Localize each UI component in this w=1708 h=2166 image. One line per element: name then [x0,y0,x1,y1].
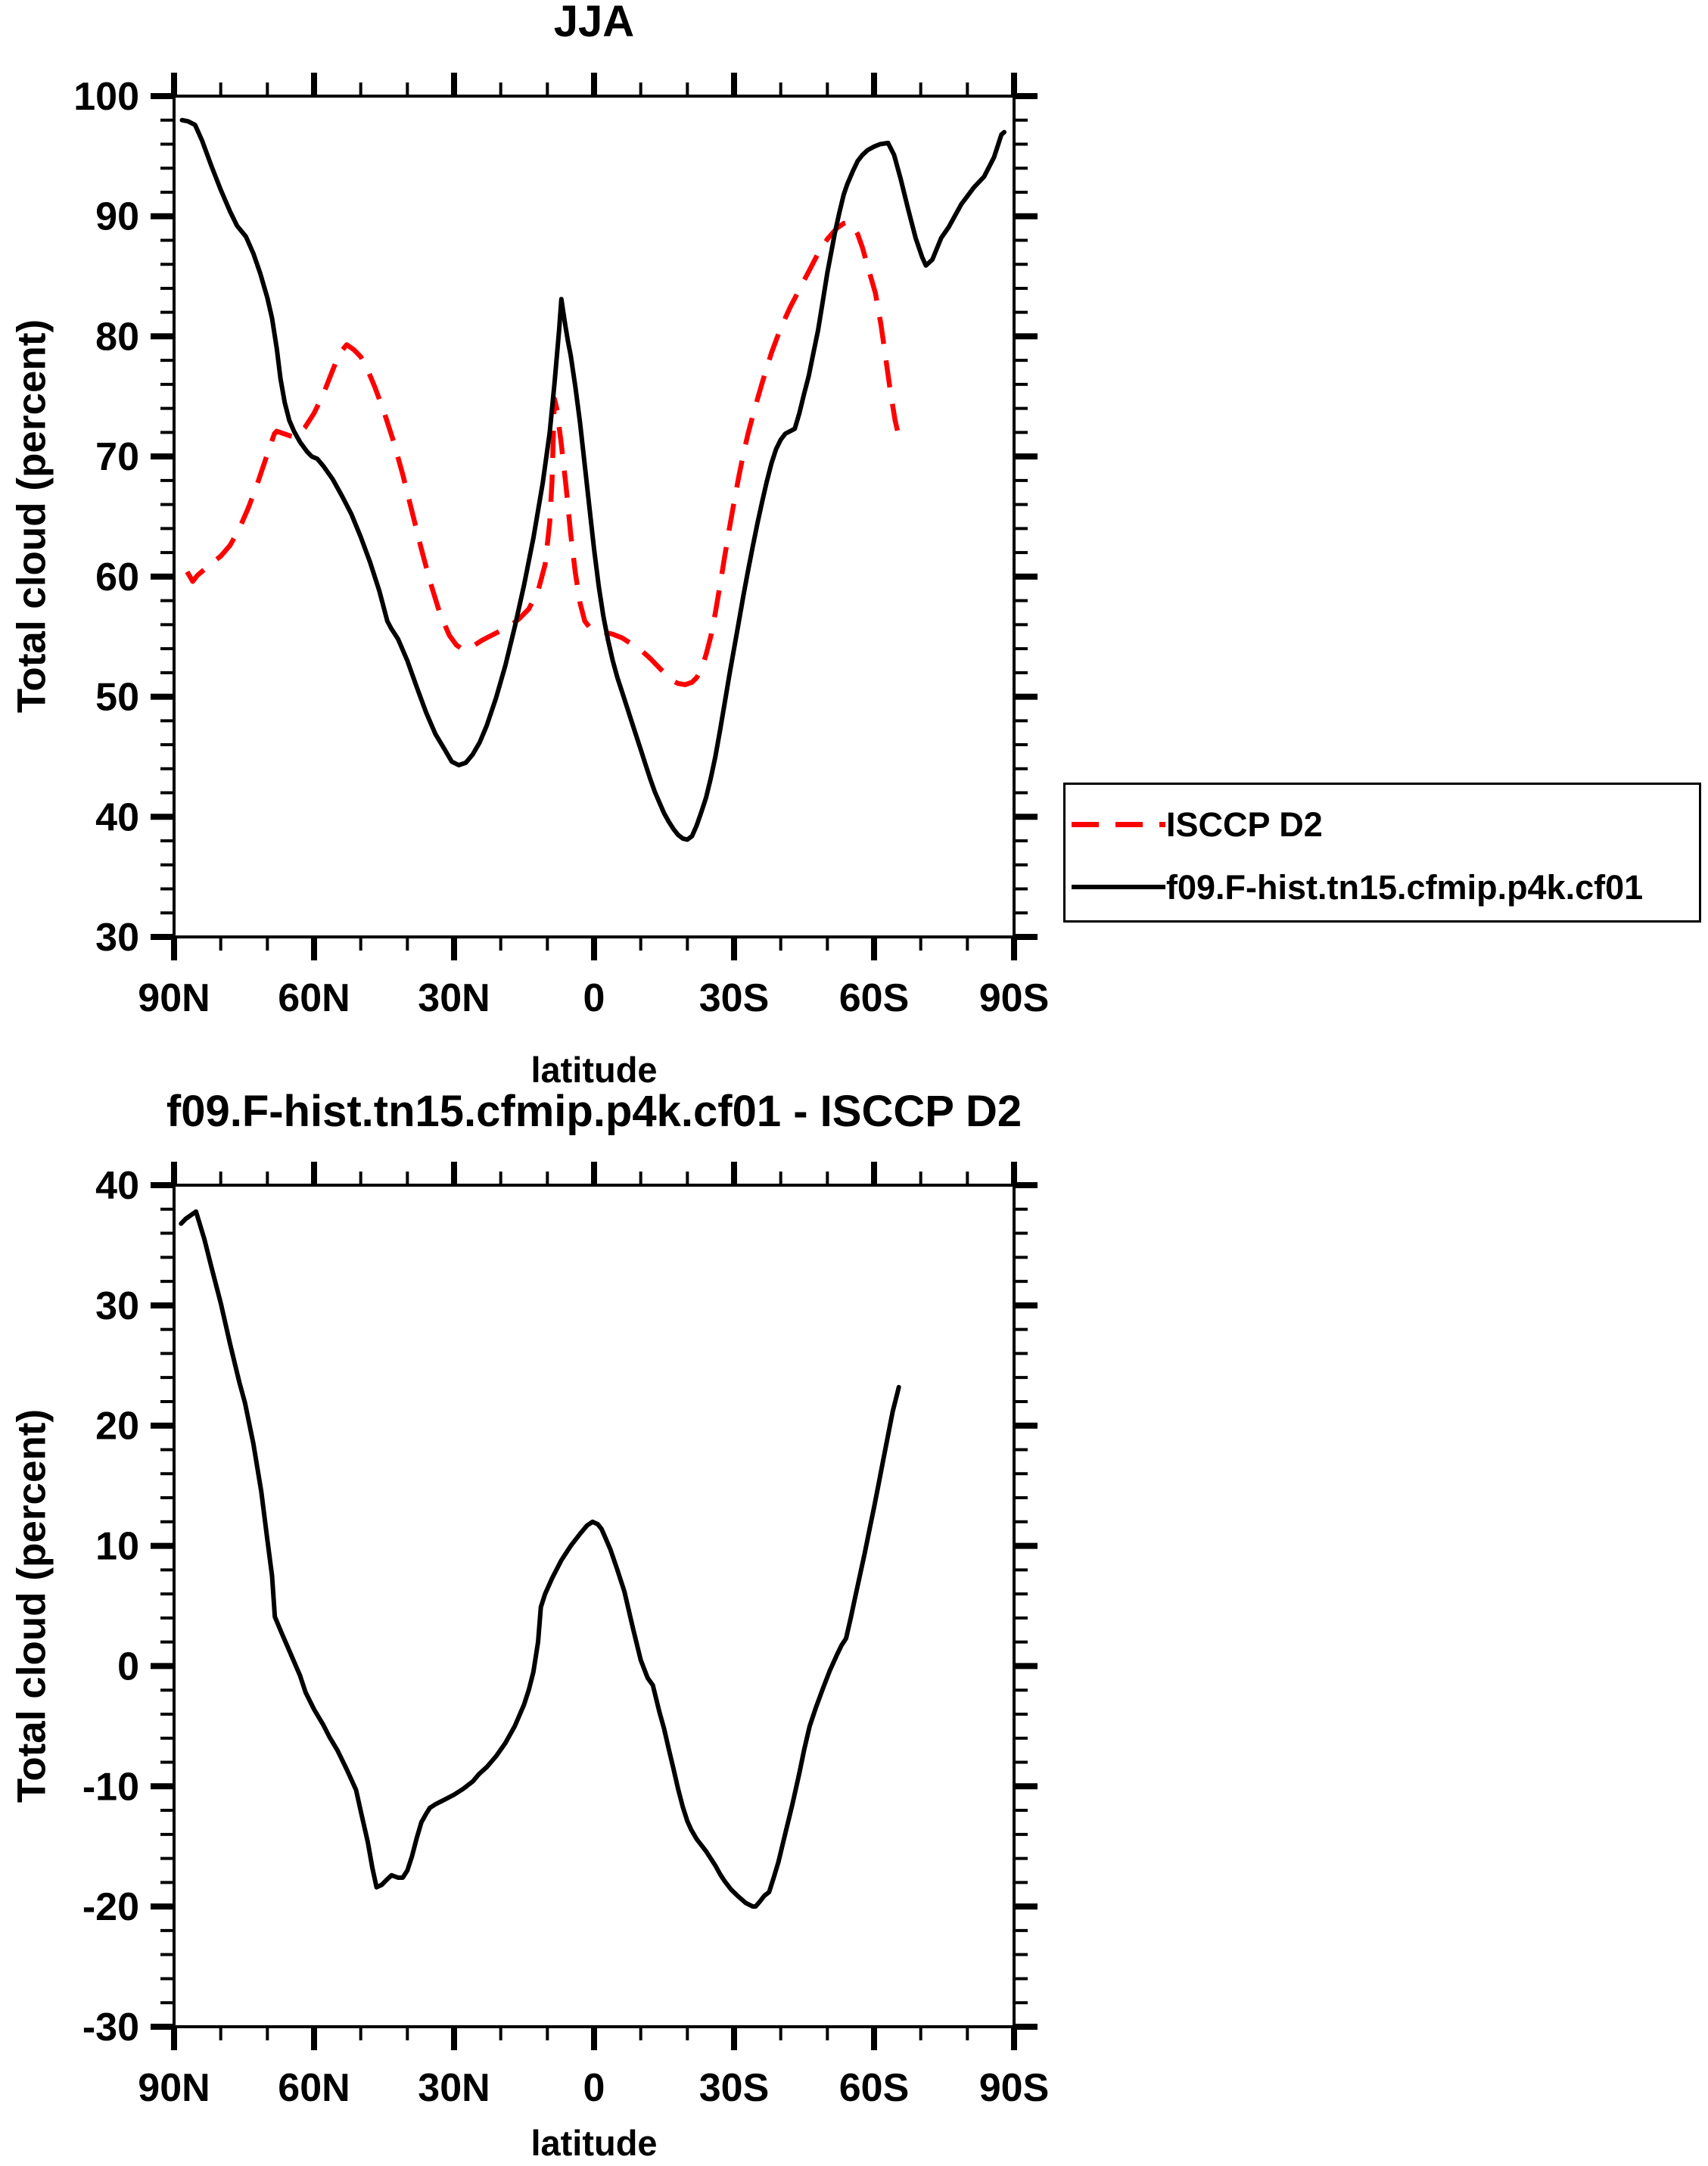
y-tick-labels: -30 -20 -10 0 10 20 30 40 [82,1164,139,2049]
y-ticks [151,1182,1038,2030]
x-tick-label-60S: 60S [839,2066,910,2110]
series-line-f09-f-hist-tn15-cfmip-p4k-cf01 [179,117,1006,842]
x-tick-labels: 90N 60N 30N 0 30S 60S 90S [138,2066,1049,2110]
legend-label-model: f09.F-hist.tn15.cfmip.p4k.cf01 [1166,868,1644,907]
y-tick-label-20: 20 [95,1405,139,1449]
y-tick-label-80: 80 [95,315,139,359]
axes-frame [173,1184,1016,2028]
y-tick-label--30: -30 [82,2006,139,2049]
y-tick-label--20: -20 [82,1885,139,1929]
legend-solid-black-line-sample [1072,885,1165,889]
x-tick-labels: 90N 60N 30N 0 30S 60S 90S [138,976,1049,1020]
y-tick-label-40: 40 [95,795,139,839]
x-ticks [171,1162,1017,2050]
legend-box: ISCCP D2 f09.F-hist.tn15.cfmip.p4k.cf01 [1063,783,1701,923]
y-tick-label-90: 90 [95,195,139,239]
bottom-chart-y-axis-title: Total cloud (percent) [9,1408,54,1803]
y-tick-label-50: 50 [95,676,139,720]
series-line-f09-f-hist-tn15-cfmip-p4k-cf01-isccp-d2 [179,1209,901,1909]
bottom-chart-title: f09.F-hist.tn15.cfmip.p4k.cf01 - ISCCP D… [166,1087,1022,1136]
y-tick-label--10: -10 [82,1765,139,1809]
x-tick-label-60S: 60S [839,976,910,1020]
top-chart-y-axis-title: Total cloud (percent) [9,319,54,714]
y-tick-label-0: 0 [117,1645,139,1688]
chart-difference: 90N 60N 30N 0 30S 60S 90S -30 -20 -10 0 10 20 30 40 [82,1162,1049,2110]
legend-label-isccp: ISCCP D2 [1166,805,1323,844]
y-tick-label-60: 60 [95,556,139,599]
x-tick-label-30S: 30S [699,2066,770,2110]
x-tick-label-0: 0 [583,976,605,1020]
y-tick-label-30: 30 [95,1284,139,1328]
y-tick-label-30: 30 [95,916,139,960]
top-chart-title: JJA [553,0,635,46]
y-tick-label-10: 10 [95,1525,139,1569]
y-tick-label-70: 70 [95,435,139,479]
x-tick-label-60N: 60N [278,976,350,1020]
x-tick-label-90N: 90N [138,976,210,1020]
y-ticks [151,93,1038,940]
x-tick-label-60N: 60N [278,2066,350,2110]
series-line-isccp-d2 [185,219,902,687]
chart-jja-total-cloud: 90N 60N 30N 0 30S 60S 90S 30 40 50 60 70 80 90 100 [73,73,1049,1020]
y-tick-labels: 30 40 50 60 70 80 90 100 [73,75,139,960]
x-tick-label-0: 0 [583,2066,605,2110]
legend-dashed-red-line-sample [1072,822,1165,827]
x-tick-label-30N: 30N [418,976,490,1020]
x-tick-label-30N: 30N [418,2066,490,2110]
x-tick-label-90S: 90S [979,976,1050,1020]
bottom-chart-x-axis-title: latitude [530,2123,658,2163]
x-tick-label-30S: 30S [699,976,770,1020]
y-tick-label-100: 100 [73,75,139,119]
x-ticks [171,73,1017,960]
axes-frame [173,95,1016,938]
x-tick-label-90N: 90N [138,2066,210,2110]
top-chart-x-axis-title: latitude [530,1050,658,1090]
x-tick-label-90S: 90S [979,2066,1050,2110]
y-tick-label-40: 40 [95,1164,139,1208]
